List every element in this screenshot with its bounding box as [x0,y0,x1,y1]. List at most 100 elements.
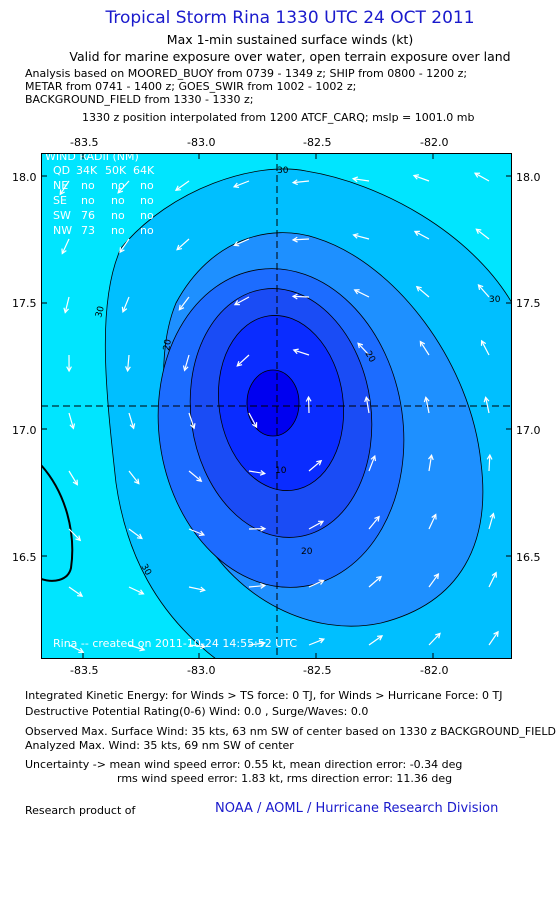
wind-arrow-head [318,520,325,526]
wind-arrow [428,514,437,530]
analyzed-max-line: Analyzed Max. Wind: 35 kts, 69 nm SW of … [25,739,294,752]
wind-arrow [488,454,491,472]
wind-arrow-head [423,396,430,403]
map-frame [41,153,512,659]
wind-arrow [68,412,74,429]
contour-label: 10 [275,466,287,476]
wind-arrow [365,397,370,414]
wind-radii-50k: no [111,194,125,207]
wind-radii-34k: no [81,194,95,207]
lat-tick-right: 18.0 [516,171,541,184]
wind-arrow [119,238,130,253]
analysis-line-1: Analysis based on MOORED_BUOY from 0739 … [25,67,468,80]
wind-arrow-head [374,515,380,522]
wind-radii-header: WIND RADII (NM) [45,153,139,163]
wind-arrow [68,528,81,541]
wind-arrow [428,632,441,646]
wind-core [246,369,300,437]
wind-arrow-head [129,423,136,430]
lon-tick-top: -83.5 [70,136,99,149]
wind-radii-quadrant: SW [53,209,71,222]
wind-arrow [248,412,258,428]
wind-radii-50k: no [111,224,125,237]
wind-arrow-head [138,589,145,595]
wind-vectors [59,172,499,654]
wind-arrow-head [491,571,497,578]
wind-arrow [308,520,324,530]
wind-arrow-head [477,284,484,290]
analysis-line-3: BACKGROUND_FIELD from 1330 - 1330 z; [25,93,254,106]
wind-arrow-head [139,645,146,652]
wind-arrow [353,234,370,240]
research-label: Research product of [25,804,136,817]
wind-arrow [68,470,78,485]
wind-arrow [236,354,250,367]
wind-arrow [233,180,250,188]
wind-arrow [368,576,382,588]
wind-arrow [248,642,265,646]
wind-radii-col: 64K [133,164,155,177]
wind-arrow-head [489,512,496,519]
wind-arrow-head [480,339,487,346]
lat-tick-left: 18.0 [12,171,37,184]
wind-arrow-head [475,228,482,235]
wind-arrow [234,296,250,306]
wind-arrow [292,238,310,241]
wind-arrow-head [291,293,298,300]
contour-label: 20 [162,338,174,351]
wind-arrow-head [233,300,240,306]
wind-arrow [428,455,433,472]
wind-arrow-head [125,366,131,373]
dpr-line: Destructive Potential Rating(0-6) Wind: … [25,705,369,718]
wind-arrow [308,460,322,472]
created-note: Rina -- created on 2011-10-24 14:55:52 U… [53,637,297,650]
wind-radii-50k: no [111,209,125,222]
wind-arrow-head [233,241,240,247]
wind-arrow-head [376,575,383,582]
wind-arrow [128,470,140,485]
wind-arrow-head [419,340,426,347]
wind-arrow [188,586,205,591]
lat-tick-left: 17.0 [12,424,37,437]
wind-arrow-head [121,306,128,313]
wind-arrow-head [483,396,490,403]
wind-arrow-head [198,530,206,537]
wind-arrow-head [259,470,267,476]
lon-tick-top: -82.5 [303,136,332,149]
wind-arrow [248,470,265,475]
wind-arrow [68,586,83,597]
wind-radii-col: 50K [105,164,127,177]
wind-arrow-head [493,630,499,637]
wind-arrow-head [77,591,84,597]
wind-arrow-head [178,304,185,311]
wind-arrow [354,289,370,298]
wind-arrow-head [351,176,359,183]
wind-arrow [425,397,430,414]
wind-arrow [117,180,130,194]
wind-radii-34k: 76 [81,209,95,222]
wind-arrow-head [200,643,207,650]
wind-arrow [128,586,144,595]
wind-arrow-head [473,172,481,178]
wind-arrow [488,631,499,646]
wind-arrow [368,455,376,472]
wind-arrow [419,341,430,356]
wind-radii-col: QD [53,164,70,177]
wind-arrow [188,528,205,536]
wind-arrow-head [291,236,298,243]
wind-arrow-head [75,535,82,542]
lat-tick-left: 16.5 [12,551,37,564]
subtitle-winds: Max 1-min sustained surface winds (kt) [166,32,414,47]
wind-arrow [488,572,497,588]
wind-arrow [188,412,195,429]
wind-radii-quadrant: NE [53,179,68,192]
wind-arrow [357,342,370,356]
wind-arrow-head [291,179,298,186]
wind-arrow-head [413,230,420,236]
wind-arrow-head [415,285,422,292]
wind-arrow-head [63,307,70,314]
lat-tick-right: 17.0 [516,424,541,437]
wind-arrow-head [433,573,440,580]
wind-radii-64k: no [140,179,154,192]
wind-arrow-head [486,453,493,460]
